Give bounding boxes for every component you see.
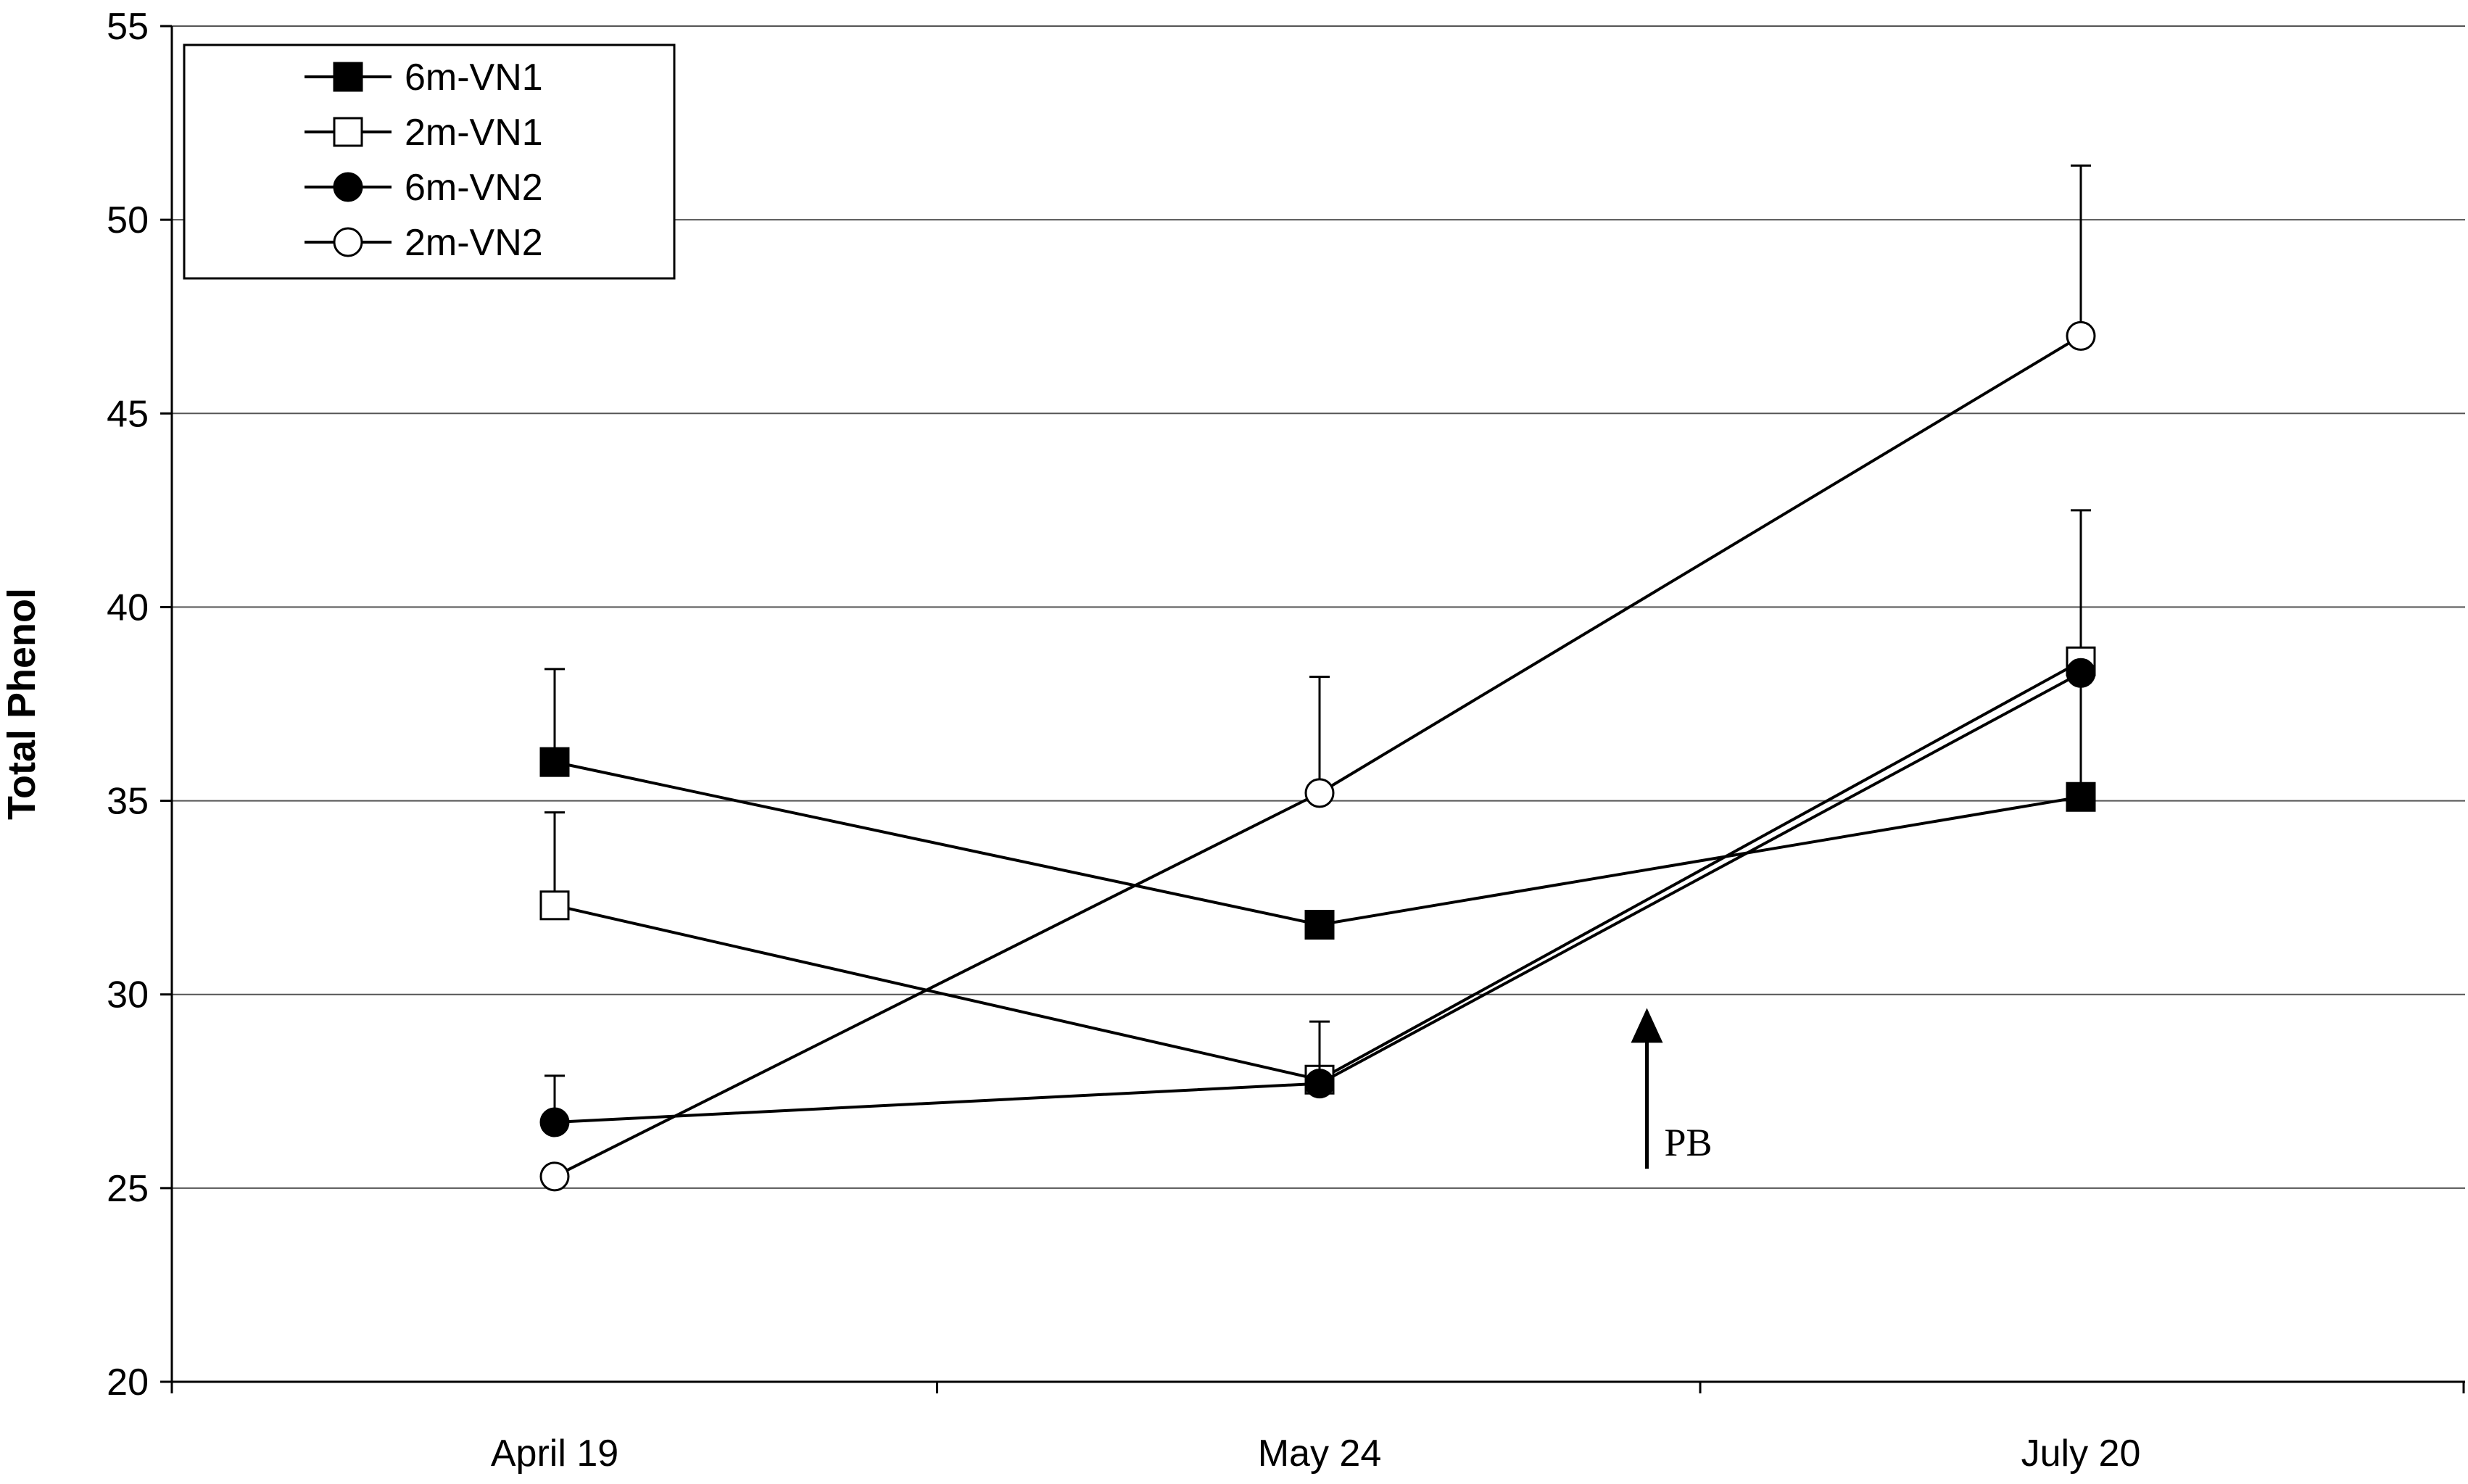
y-tick-labels: 20 25 30 35 40 45 50 55 xyxy=(107,6,149,1404)
y-axis-title: Total Phenol xyxy=(0,588,44,820)
legend: 6m-VN1 2m-VN1 6m-VN2 2m-VN2 xyxy=(183,43,676,280)
data-point xyxy=(2066,658,2096,688)
x-tick-labels: April 19 May 24 July 20 xyxy=(491,1433,2141,1475)
x-tick-label: May 24 xyxy=(1258,1433,1382,1475)
axes xyxy=(160,25,2465,1393)
legend-label: 6m-VN1 xyxy=(405,57,543,99)
data-point xyxy=(2066,320,2096,351)
data-point xyxy=(539,1107,570,1137)
legend-label: 2m-VN2 xyxy=(405,222,543,264)
series-line xyxy=(554,334,2082,1178)
legend-item: 6m-VN2 xyxy=(305,167,543,209)
legend-marker xyxy=(333,117,363,147)
y-tick-label: 50 xyxy=(107,199,149,241)
series-6m-VN1 xyxy=(539,668,2096,940)
data-point xyxy=(539,1161,570,1192)
y-tick-label: 25 xyxy=(107,1168,149,1210)
legend-marker xyxy=(333,62,363,92)
series-layer xyxy=(539,164,2096,1192)
legend-item: 2m-VN2 xyxy=(305,222,543,264)
y-tick-label: 20 xyxy=(107,1361,149,1404)
legend-item: 2m-VN1 xyxy=(305,112,543,154)
y-tick-label: 45 xyxy=(107,393,149,435)
y-tick-label: 30 xyxy=(107,974,149,1016)
data-point xyxy=(539,747,570,777)
data-point xyxy=(2066,782,2096,812)
legend-label: 2m-VN1 xyxy=(405,112,543,154)
legend-marker xyxy=(333,227,363,257)
y-tick-label: 40 xyxy=(107,586,149,629)
annotation-arrow-head xyxy=(1631,1008,1663,1043)
legend-item: 6m-VN1 xyxy=(305,57,543,99)
series-2m-VN2 xyxy=(539,164,2096,1192)
legend-box xyxy=(183,43,676,280)
series-line xyxy=(554,671,2082,1124)
annotation-label: PB xyxy=(1665,1121,1713,1164)
x-tick-label: April 19 xyxy=(491,1433,618,1475)
data-point xyxy=(1304,910,1335,940)
x-tick-label: July 20 xyxy=(2021,1433,2141,1475)
y-tick-label: 55 xyxy=(107,6,149,48)
data-point xyxy=(1304,778,1335,808)
series-line xyxy=(554,660,2082,1082)
data-point xyxy=(539,890,570,921)
y-tick-label: 35 xyxy=(107,781,149,823)
series-6m-VN2 xyxy=(539,658,2096,1137)
legend-marker xyxy=(333,172,363,202)
annotations: PB xyxy=(1631,1008,1713,1169)
data-point xyxy=(1304,1069,1335,1099)
legend-label: 6m-VN2 xyxy=(405,167,543,209)
